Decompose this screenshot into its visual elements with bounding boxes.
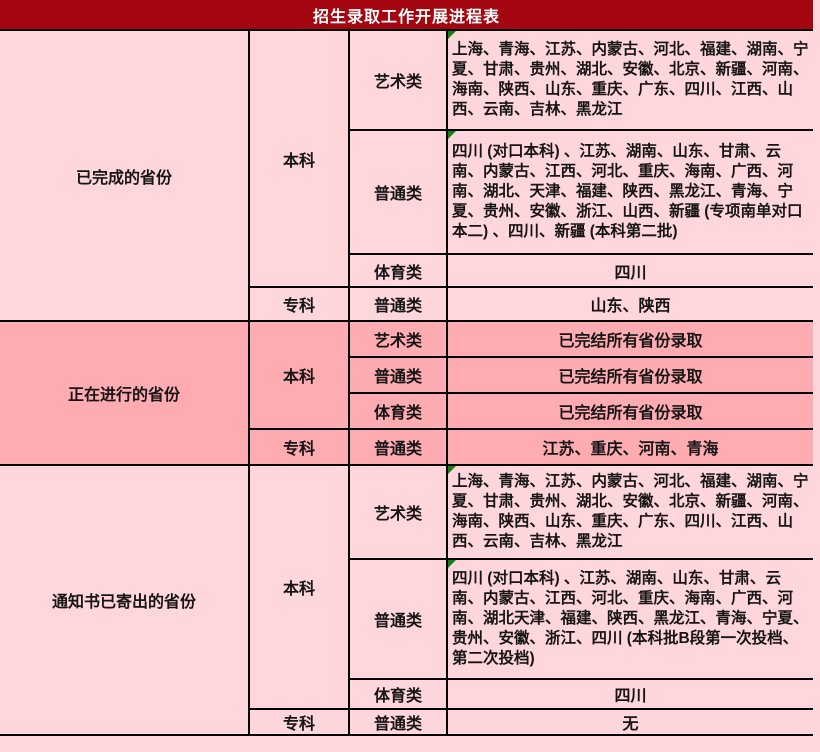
category-cell-general: 普通类 [349,356,448,394]
progress-table: 招生录取工作开展进程表 已完成的省份 本科 艺术类 上海、青海、江苏、内蒙古、河… [0,0,814,736]
group-label-completed: 已完成的省份 [0,29,250,322]
category-cell-general: 普通类 [348,286,448,322]
category-cell-art: 艺术类 [348,29,448,131]
group-label-mailed: 通知书已寄出的省份 [0,464,250,736]
provinces-cell: 已完结所有省份录取 [445,356,814,394]
provinces-cell: 四川 [445,253,814,288]
category-cell-sports: 体育类 [349,678,448,710]
category-cell-general: 普通类 [348,708,448,736]
table-title: 招生录取工作开展进程表 [0,0,814,30]
provinces-text: 四川 (对口本科) 、江苏、湖南、山东、甘肃、云南、内蒙古、江西、河北、重庆、海… [452,143,803,240]
category-cell-art: 艺术类 [348,464,448,560]
level-cell-college: 专科 [249,428,350,466]
provinces-cell: 山东、陕西 [445,286,814,322]
comment-flag-icon [449,561,456,568]
comment-flag-icon [449,32,456,39]
provinces-text: 上海、青海、江苏、内蒙古、河北、福建、湖南、宁夏、甘肃、贵州、湖北、安徽、北京、… [452,473,809,550]
provinces-cell: 已完结所有省份录取 [445,320,814,358]
level-cell-college: 专科 [249,708,350,736]
comment-flag-icon [449,132,456,139]
provinces-cell: 无 [445,708,814,736]
level-cell-undergrad: 本科 [248,464,350,710]
provinces-text: 四川 (对口本科) 、江苏、湖南、山东、甘肃、云南、内蒙古、江西、河北、重庆、海… [452,570,809,667]
category-cell-general: 普通类 [349,129,448,255]
provinces-text: 上海、青海、江苏、内蒙古、河北、福建、湖南、宁夏、甘肃、贵州、湖北、安徽、北京、… [452,41,809,118]
category-cell-sports: 体育类 [349,392,448,430]
provinces-cell: 四川 [445,678,814,710]
provinces-cell: 上海、青海、江苏、内蒙古、河北、福建、湖南、宁夏、甘肃、贵州、湖北、安徽、北京、… [445,29,814,131]
provinces-cell: 上海、青海、江苏、内蒙古、河北、福建、湖南、宁夏、甘肃、贵州、湖北、安徽、北京、… [445,464,814,560]
category-cell-general: 普通类 [349,558,448,680]
group-label-in-progress: 正在进行的省份 [0,320,250,466]
comment-flag-icon [449,467,456,474]
provinces-cell: 四川 (对口本科) 、江苏、湖南、山东、甘肃、云南、内蒙古、江西、河北、重庆、海… [445,558,814,680]
category-cell-art: 艺术类 [348,320,448,358]
level-cell-undergrad: 本科 [248,320,350,430]
category-cell-general: 普通类 [348,428,448,466]
level-cell-undergrad: 本科 [248,29,350,288]
provinces-cell: 四川 (对口本科) 、江苏、湖南、山东、甘肃、云南、内蒙古、江西、河北、重庆、海… [445,129,814,255]
level-cell-college: 专科 [249,286,350,322]
category-cell-sports: 体育类 [349,253,448,288]
provinces-cell: 江苏、重庆、河南、青海 [445,428,814,466]
provinces-cell: 已完结所有省份录取 [445,392,814,430]
